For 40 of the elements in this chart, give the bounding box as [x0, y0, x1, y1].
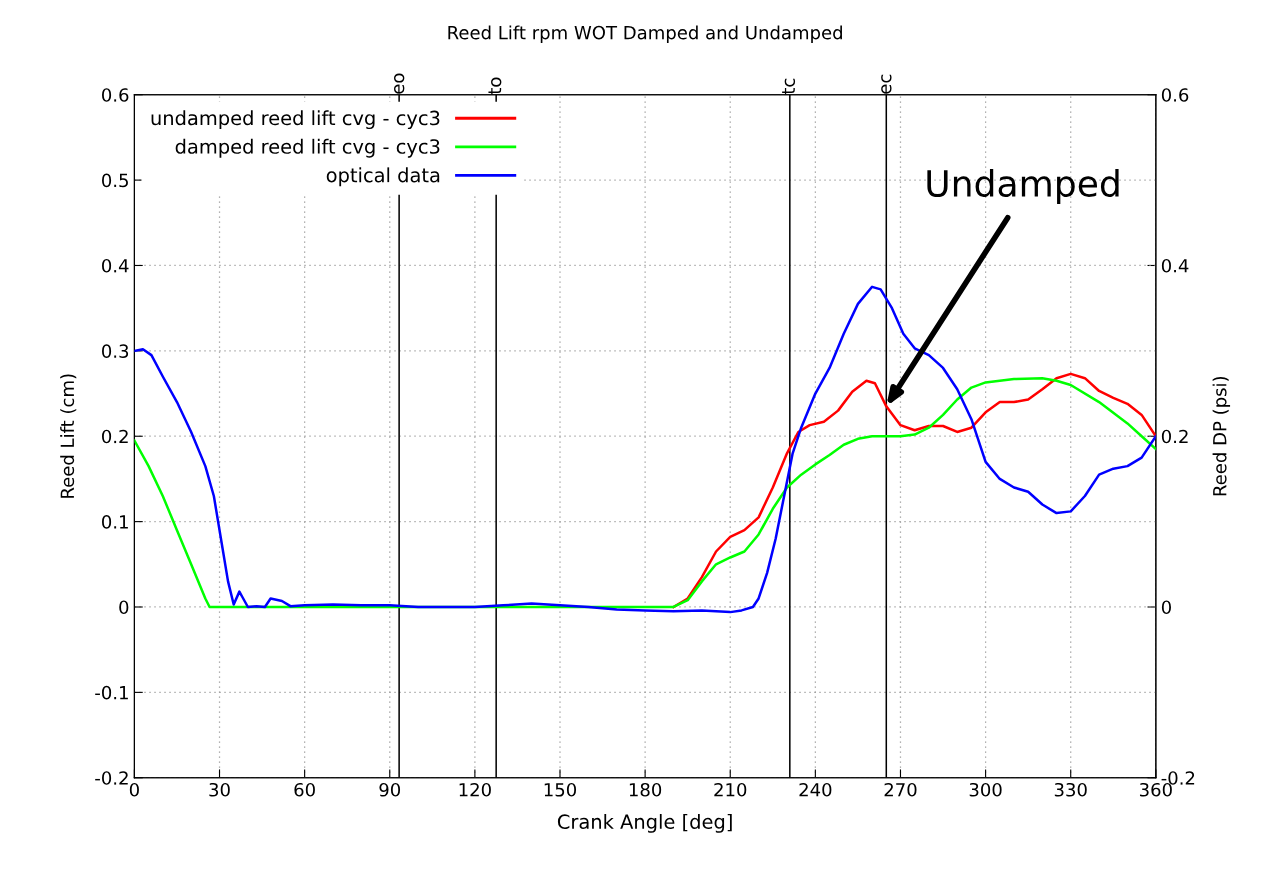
x-tick-label: 330	[1054, 782, 1087, 797]
x-tick-label: 30	[209, 782, 230, 797]
y2-tick-label: -0.2	[1161, 771, 1195, 785]
y-tick-label: 0.1	[102, 515, 128, 529]
y-tick-label: 0.3	[102, 344, 129, 358]
x-tick-label: 120	[459, 782, 491, 797]
legend-label: damped reed lift cvg - cyc3	[175, 138, 440, 158]
y-tick-label: 0	[119, 600, 129, 615]
legend-label: optical data	[326, 167, 440, 187]
y-tick-label: 0.2	[102, 429, 128, 444]
x-tick-label: 240	[799, 782, 832, 797]
y-tick-label: 0.5	[102, 173, 128, 188]
y2-tick-label: 0.4	[1161, 258, 1189, 273]
legend-label: undamped reed lift cvg - cyc3	[151, 110, 440, 130]
y-tick-label: -0.1	[95, 685, 128, 700]
x-axis-title: Crank Angle [deg]	[557, 813, 732, 833]
x-tick-label: 150	[544, 782, 577, 797]
x-tick-label: 270	[884, 782, 917, 797]
x-tick-label: 300	[969, 782, 1002, 797]
ref-line-label: eo	[393, 73, 405, 94]
x-tick-label: 0	[129, 782, 139, 797]
y2-tick-label: 0	[1161, 600, 1171, 615]
y-axis-title: Reed Lift (cm)	[60, 374, 77, 498]
chart-title: Reed Lift rpm WOT Damped and Undamped	[448, 25, 842, 43]
line-series	[134, 285, 1156, 614]
ref-line-label: ec	[881, 74, 892, 94]
x-tick-label: 90	[379, 782, 401, 797]
y-tick-label: 0.6	[102, 88, 129, 102]
x-tick-label: 60	[294, 782, 315, 797]
y-tick-label: -0.2	[95, 771, 128, 785]
ref-line-label: to	[488, 77, 502, 95]
x-tick-label: 360	[1139, 782, 1172, 797]
y-tick-label: 0.4	[102, 258, 129, 273]
ref-line-label: tc	[782, 78, 796, 95]
y2-tick-label: 0.6	[1161, 88, 1189, 102]
y2-tick-label: 0.2	[1161, 429, 1188, 444]
annotation: Undamped	[927, 169, 1119, 205]
x-tick-label: 210	[714, 782, 747, 797]
x-tick-label: 180	[629, 782, 662, 797]
y2-axis-title: Reed DP (psi)	[1212, 376, 1231, 496]
